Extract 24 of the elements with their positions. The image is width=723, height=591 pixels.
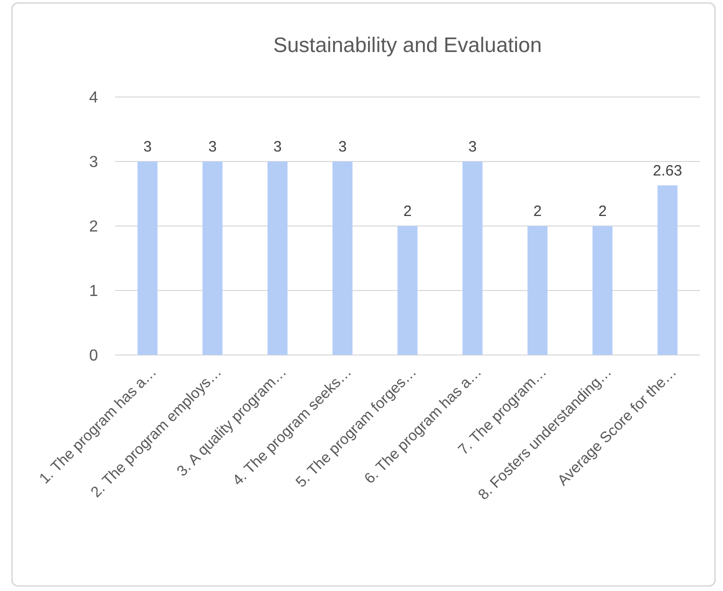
data-label: 2	[533, 203, 542, 220]
bar	[398, 226, 418, 355]
y-tick-label: 4	[89, 90, 98, 107]
bar	[268, 162, 288, 355]
bar	[332, 162, 352, 355]
data-label: 2.63	[652, 162, 682, 180]
data-label: 2	[598, 203, 607, 220]
data-label: 3	[143, 138, 152, 156]
data-label: 3	[338, 138, 347, 156]
chart-title: Sustainability and Evaluation	[273, 34, 542, 57]
y-tick-label: 1	[89, 283, 98, 300]
data-label: 3	[273, 138, 282, 156]
bar	[592, 226, 612, 355]
bar	[138, 162, 158, 355]
bar	[658, 185, 678, 355]
data-label: 3	[468, 138, 477, 156]
y-tick-label: 2	[89, 218, 98, 236]
y-tick-label: 0	[89, 348, 98, 365]
bar	[462, 162, 482, 355]
bar	[202, 162, 222, 355]
data-label: 3	[208, 138, 217, 156]
data-label: 2	[403, 203, 412, 220]
bar	[528, 226, 548, 355]
y-tick-label: 3	[89, 154, 98, 172]
